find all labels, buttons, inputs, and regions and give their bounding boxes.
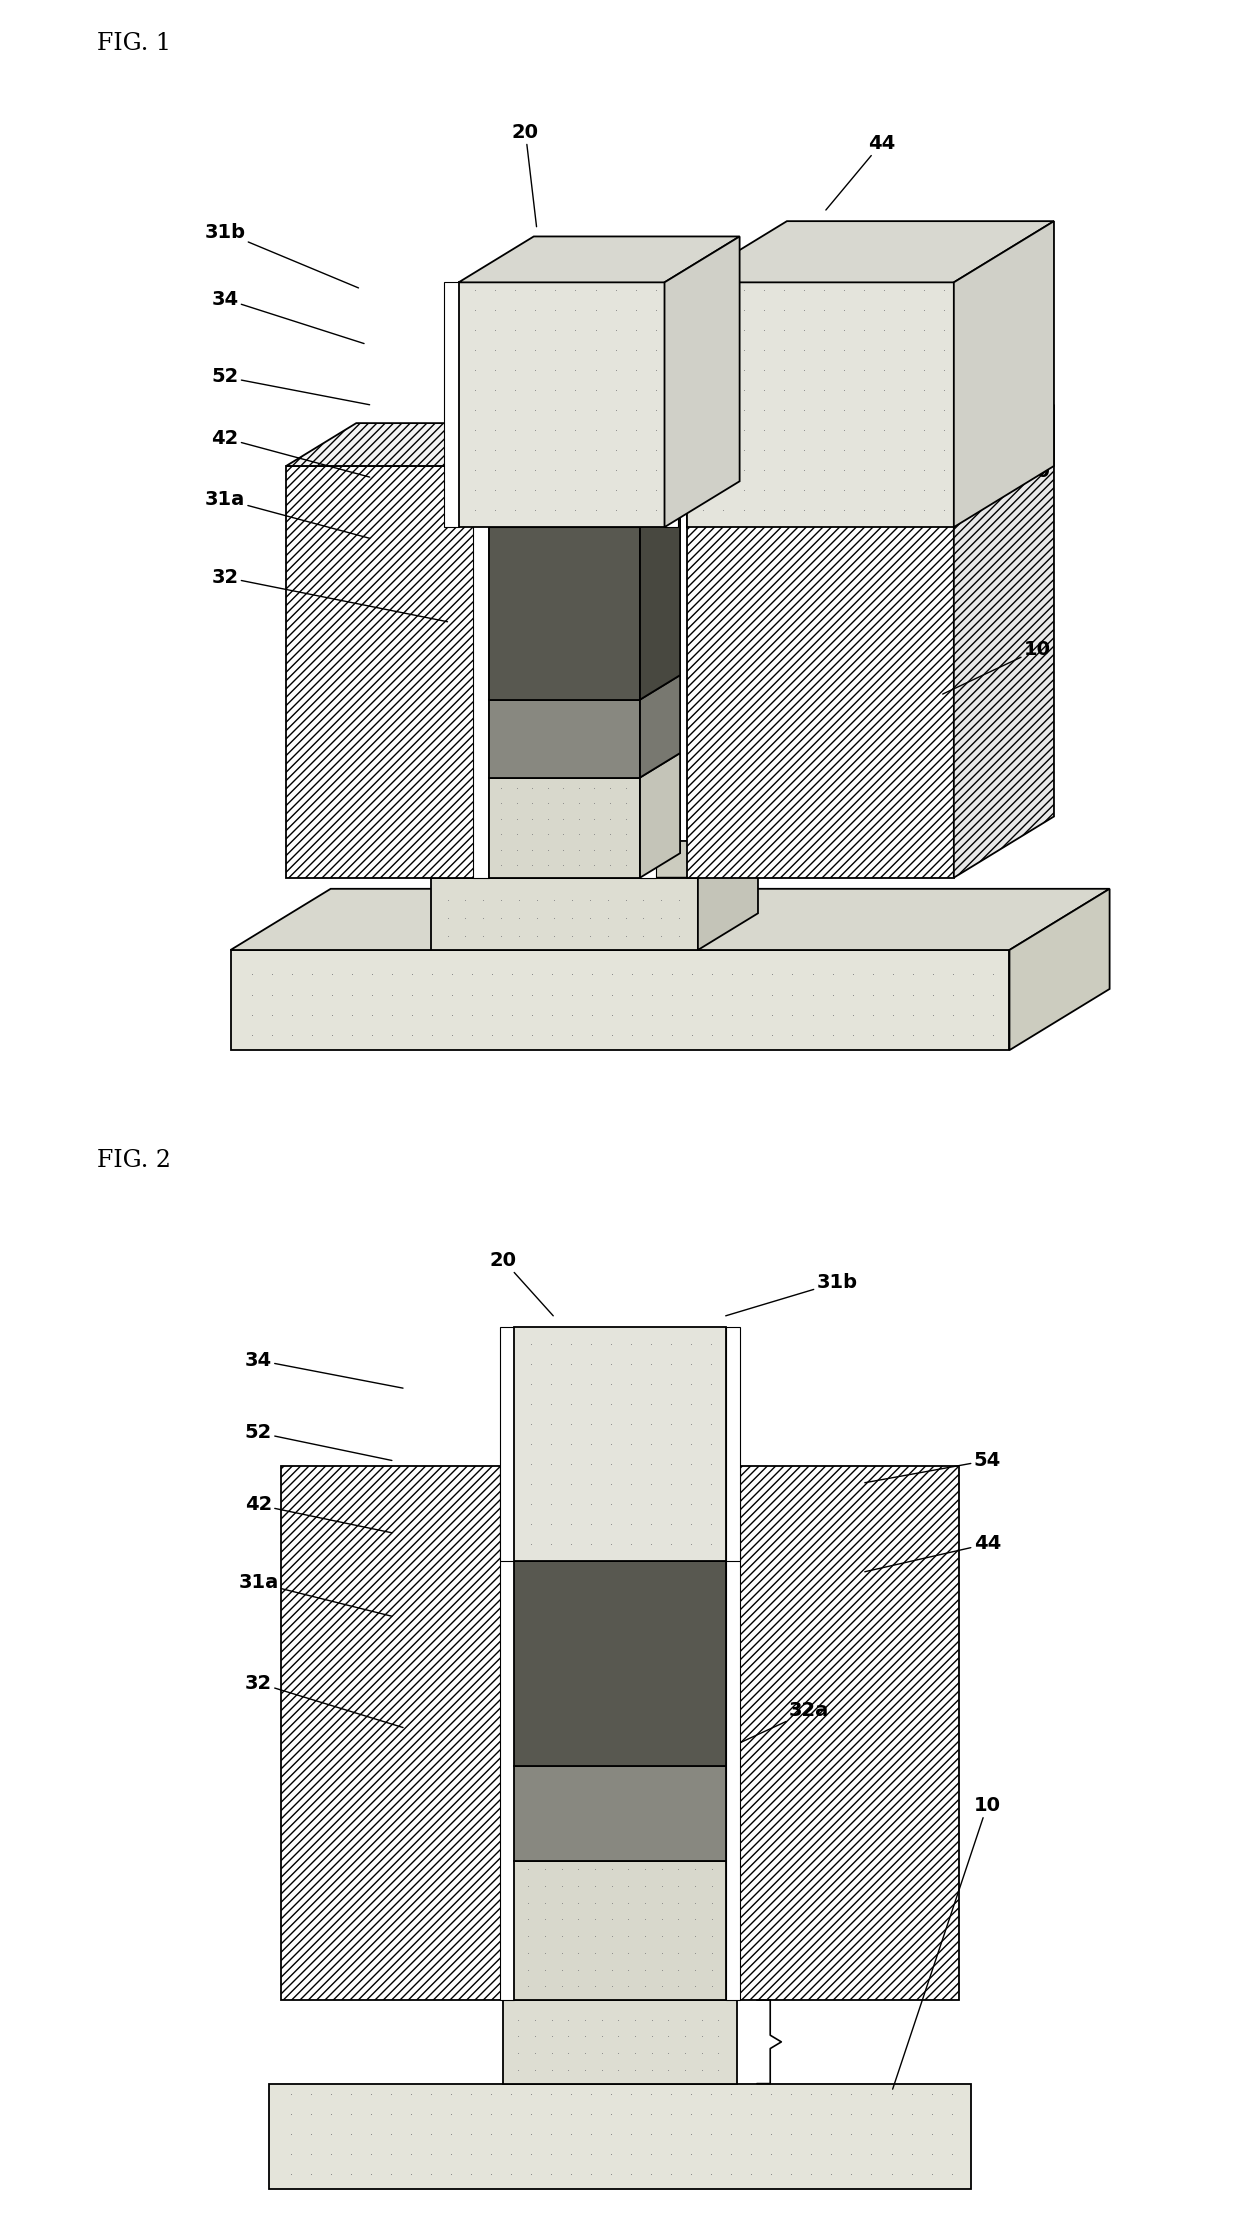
Text: 32: 32 [244,1674,403,1728]
Bar [474,466,489,877]
Polygon shape [640,752,680,877]
Bar [503,2001,737,2084]
Text: 52: 52 [211,367,370,405]
Bar [444,282,459,528]
Text: 42: 42 [244,1495,392,1533]
Polygon shape [489,752,680,777]
Bar [515,1862,725,2001]
Bar [280,1466,503,2001]
Polygon shape [665,237,739,528]
Text: 34: 34 [244,1352,403,1388]
Text: 44: 44 [826,134,895,210]
Bar [231,949,1009,1050]
Polygon shape [231,888,1110,949]
Polygon shape [687,405,1054,466]
Text: 31a: 31a [205,490,370,539]
Polygon shape [489,504,680,528]
Text: 31b: 31b [205,224,358,289]
Bar [515,1327,725,1560]
Text: 54: 54 [864,1450,1001,1484]
Text: 52: 52 [244,1423,392,1461]
Polygon shape [954,222,1054,528]
Bar [515,1560,725,1766]
Text: 10: 10 [893,1795,1001,2090]
Polygon shape [475,423,546,877]
Bar [737,1466,960,2001]
Text: 30: 30 [931,461,1050,488]
Bar [500,1327,515,1560]
Text: 20: 20 [512,123,539,226]
Text: 44: 44 [864,1535,1001,1571]
Polygon shape [430,841,758,877]
Text: 42: 42 [211,430,370,477]
Bar [687,466,954,877]
Text: 31a: 31a [238,1573,392,1616]
Bar [286,466,475,877]
Bar [430,877,698,949]
Text: 32a: 32a [737,1701,830,1743]
Bar [640,466,656,877]
Polygon shape [1009,888,1110,1050]
Bar [687,282,954,528]
Text: FIG. 1: FIG. 1 [97,31,171,56]
Bar [269,2084,971,2189]
Text: 34: 34 [211,289,365,345]
Bar [489,700,640,777]
Polygon shape [954,405,1054,877]
Bar [459,282,665,528]
Polygon shape [640,504,680,700]
Polygon shape [459,237,739,282]
Polygon shape [687,222,1054,282]
Polygon shape [489,676,680,700]
Bar [665,282,678,528]
Polygon shape [698,841,758,949]
Bar [515,1766,725,1862]
Bar [489,528,640,700]
Bar [489,777,640,877]
Bar [500,1466,515,2001]
Text: 54: 54 [931,378,1052,398]
Polygon shape [286,423,546,466]
Polygon shape [640,676,680,777]
Text: 32: 32 [211,568,448,622]
Bar [725,1466,740,2001]
Text: 10: 10 [942,640,1050,694]
Text: 31b: 31b [725,1273,858,1316]
Text: FIG. 2: FIG. 2 [97,1148,171,1173]
Polygon shape [489,436,538,877]
Bar [725,1327,740,1560]
Text: 20: 20 [490,1251,553,1316]
